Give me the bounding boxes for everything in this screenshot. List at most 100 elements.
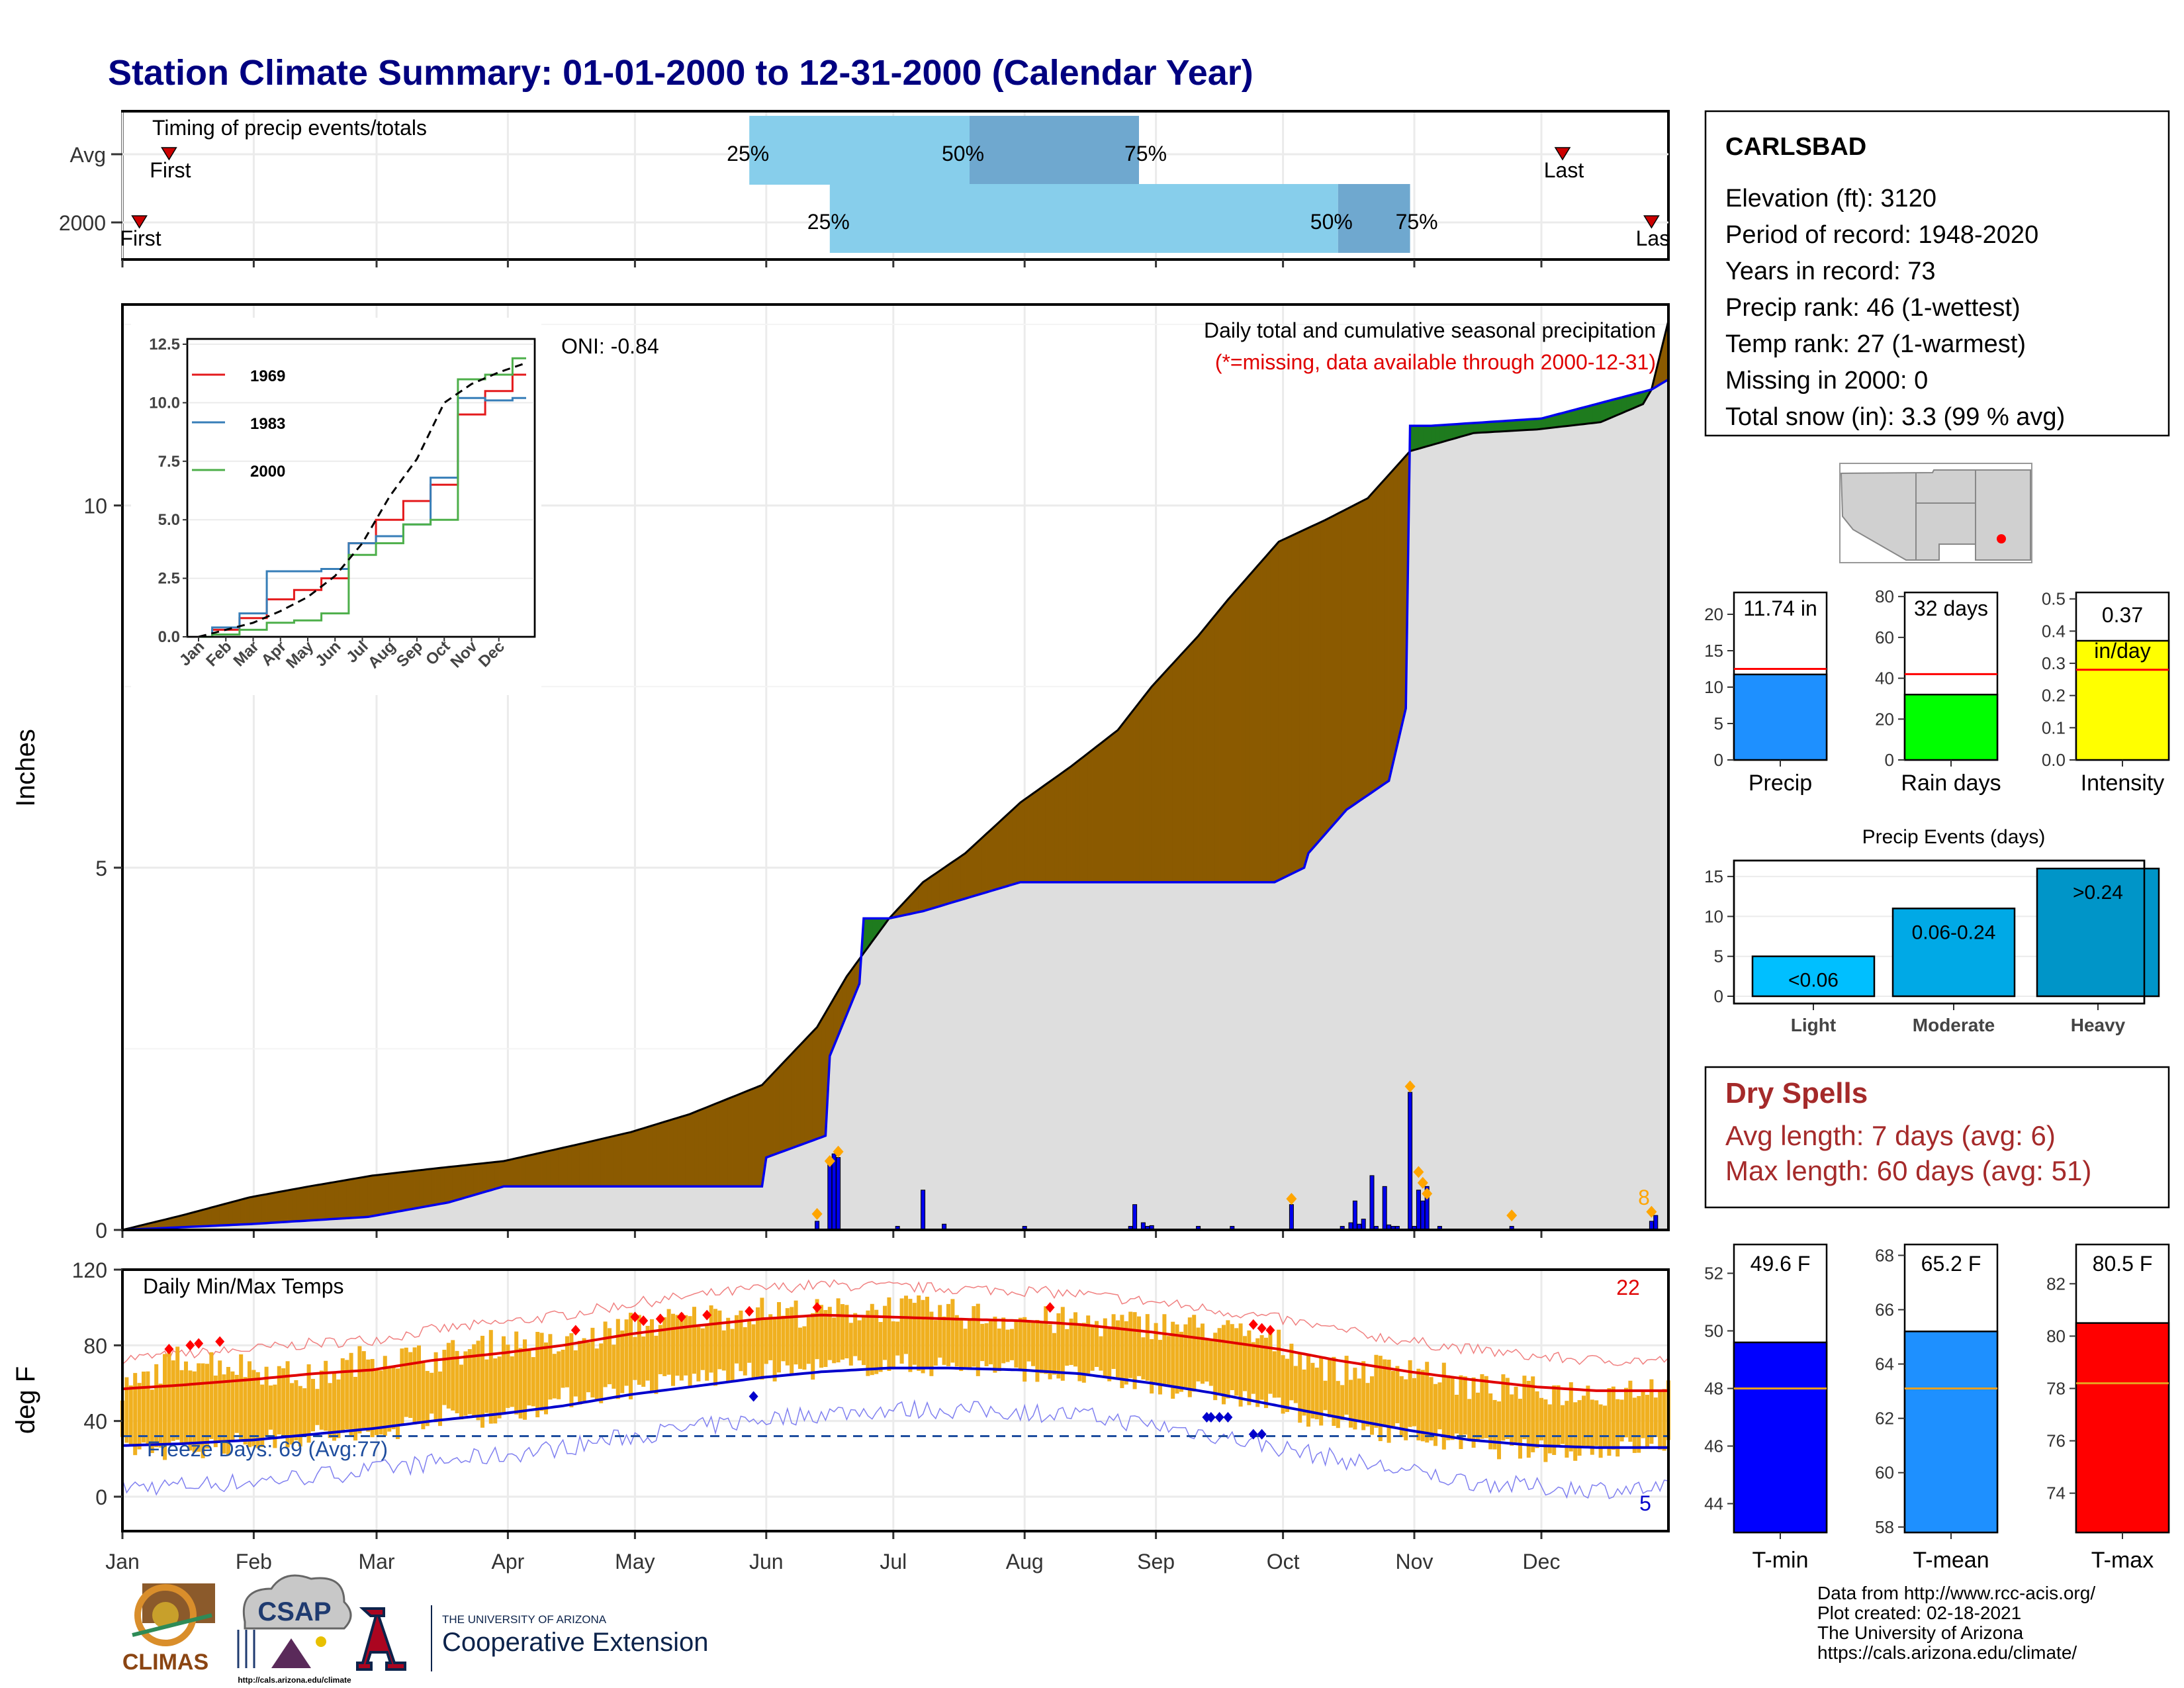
dry-spells-avg: Avg length: 7 days (avg: 6) [1725,1120,2056,1151]
precip-difference-slice [1083,753,1089,882]
temp-y-tick-label: 40 [83,1410,107,1434]
precip-difference-slice [1101,739,1106,882]
daily-temp-range-bar [569,1333,574,1407]
station-years: Years in record: 73 [1725,258,1936,285]
timing-first-label-2000: First [120,226,161,250]
intensity-summary-unit: in/day [2094,639,2150,663]
summary-bar-10 [2075,1322,2170,1534]
precip-difference-slice [1045,780,1050,882]
daily-temp-range-bar [463,1351,468,1416]
record-low-marker [1214,1411,1224,1423]
daily-temp-range-bar [1293,1366,1298,1403]
daily-temp-range-bar [1039,1321,1044,1374]
temp-y-tick-label: 0 [95,1485,107,1509]
precip-difference-slice [948,861,953,904]
daily-temp-range-bar [942,1316,946,1365]
daily-temp-range-bar [573,1350,578,1397]
daily-temp-range-bar [578,1340,582,1405]
summary-y-tick-label: 76 [2046,1431,2066,1451]
inset-legend-1969: 1969 [250,367,285,385]
precip-difference-slice [1130,708,1135,882]
daily-temp-range-bar [1336,1381,1340,1429]
precip-difference-slice [194,1210,199,1227]
precip-difference-slice [499,1160,504,1188]
inset-legend: 1969 1983 2000 [192,367,285,481]
summary-y-tick-label: 58 [1875,1517,1894,1537]
precip-difference-slice [1439,424,1445,444]
daily-precip-bar [1653,1215,1659,1231]
summary-y-tick-label: 0.5 [2042,589,2066,609]
precip-difference-slice [520,1156,525,1187]
daily-precip-bar [1420,1200,1426,1231]
timing-p50-label-avg: 50% [942,142,984,165]
daily-temp-range-bar [1603,1405,1607,1448]
precip-difference-slice [219,1203,224,1226]
precip-difference-slice [1193,635,1199,882]
daily-temp-range-bar [357,1346,362,1434]
precip-difference-slice [664,1120,669,1187]
daily-temp-range-bar [1158,1340,1162,1395]
daily-temp-range-bar [163,1354,167,1460]
record-low-marker [1206,1411,1216,1423]
daily-temp-range-bar [1624,1387,1628,1438]
precip-difference-slice [439,1167,445,1205]
daily-temp-range-bar [472,1344,477,1417]
daily-temp-range-bar [451,1340,455,1411]
timing-last-marker [1554,147,1571,161]
precip-difference-slice [321,1183,326,1220]
precip-difference-slice [245,1197,250,1225]
precip-difference-slice [821,1011,826,1138]
daily-temp-range-bar [802,1326,807,1370]
daily-temp-range-bar [721,1330,726,1371]
event-category-light: Light [1791,1015,1836,1035]
summary-y-tick-label: 46 [1704,1436,1723,1456]
daily-temp-range-bar [1632,1397,1637,1453]
daily-temp-range-bar [794,1300,798,1365]
daily-temp-range-bar [1044,1306,1048,1374]
daily-temp-range-bar [1514,1386,1518,1443]
daily-temp-range-bar [1238,1323,1243,1407]
daily-temp-range-bar [361,1351,366,1430]
daily-temp-range-bar [726,1317,731,1383]
precip-difference-slice [1011,806,1017,885]
daily-temp-range-bar [396,1368,400,1440]
daily-temp-range-bar [1577,1400,1582,1456]
precip-difference-slice [203,1208,208,1227]
daily-temp-range-bar [980,1323,985,1362]
daily-temp-range-bar [1505,1378,1510,1440]
precip-difference-slice [1096,743,1101,882]
csap-logo-text: CSAP [257,1597,331,1626]
daily-temp-range-bar [1103,1318,1107,1377]
record-high-marker [630,1311,640,1323]
daily-temp-range-bar [1653,1397,1658,1437]
precip-difference-slice [1350,504,1355,808]
precip-difference-slice [351,1178,356,1219]
daily-temp-range-bar [383,1356,387,1436]
missing-data-marker [1417,1176,1428,1189]
daily-temp-range-bar [612,1344,616,1389]
inset-line-2000 [199,357,526,638]
record-high-marker [812,1302,822,1313]
daily-temp-range-bar [1374,1354,1379,1428]
daily-temp-range-bar [836,1298,841,1363]
precip-difference-slice [999,818,1004,889]
daily-temp-range-bar [557,1351,561,1399]
daily-temp-range-bar [1150,1338,1154,1394]
precip-difference-slice [1355,502,1360,805]
precip-difference-slice [423,1169,428,1207]
daily-temp-range-bar [1289,1343,1294,1401]
precip-difference-slice [969,845,974,898]
daily-temp-range-bar [1116,1320,1120,1379]
daily-temp-range-bar [1323,1380,1328,1411]
daily-temp-range-bar [400,1348,404,1426]
precip-difference-slice [308,1185,314,1221]
daily-temp-range-bar [756,1307,760,1378]
daily-temp-range-bar [1662,1389,1666,1451]
precip-difference-slice [512,1158,517,1187]
precip-difference-slice [668,1119,674,1187]
daily-temp-range-bar [984,1323,989,1366]
precip-difference-slice [1134,702,1140,882]
timing-bars [131,116,1660,253]
precip-difference-slice [240,1198,246,1225]
precip-difference-slice [808,1031,813,1143]
